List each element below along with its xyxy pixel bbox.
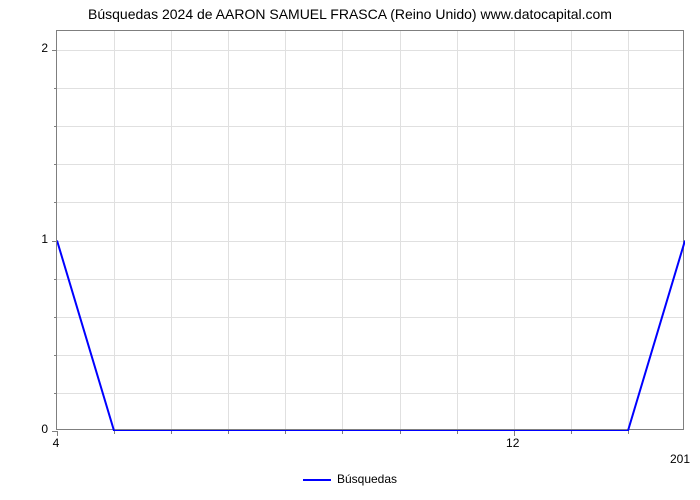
xtick-minor bbox=[400, 431, 401, 434]
legend-swatch bbox=[303, 479, 331, 481]
xlabel: 4 bbox=[53, 436, 60, 450]
ylabel: 0 bbox=[26, 422, 48, 436]
xtick-minor bbox=[228, 431, 229, 434]
legend-label: Búsquedas bbox=[337, 472, 397, 486]
xtick-minor bbox=[571, 431, 572, 434]
xtick-minor bbox=[457, 431, 458, 434]
series-line bbox=[57, 31, 685, 431]
xtick-minor bbox=[285, 431, 286, 434]
xtick-minor bbox=[342, 431, 343, 434]
xlabel: 12 bbox=[506, 436, 519, 450]
xtick-minor bbox=[114, 431, 115, 434]
xtick-minor bbox=[171, 431, 172, 434]
chart-title: Búsquedas 2024 de AARON SAMUEL FRASCA (R… bbox=[0, 6, 700, 22]
ylabel: 1 bbox=[26, 232, 48, 246]
legend: Búsquedas bbox=[0, 472, 700, 486]
ylabel: 2 bbox=[26, 41, 48, 55]
xtick-minor bbox=[628, 431, 629, 434]
x-right-label: 201 bbox=[660, 452, 690, 466]
plot-area bbox=[56, 30, 684, 430]
